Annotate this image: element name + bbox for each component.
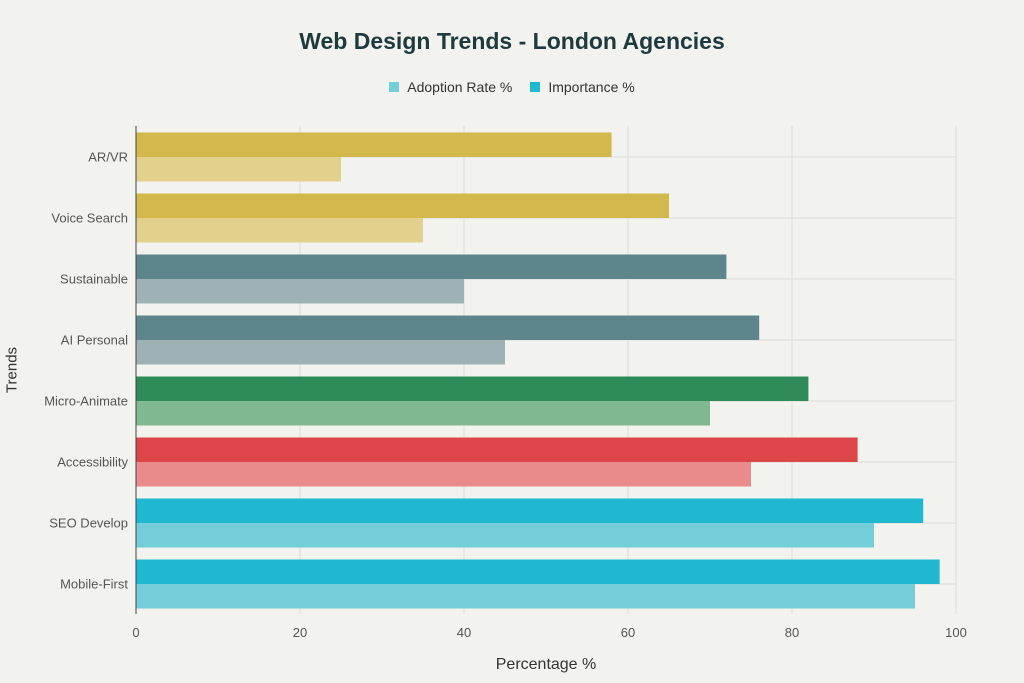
bar-adoption	[136, 462, 751, 487]
y-tick-label: SEO Develop	[49, 516, 128, 531]
x-axis-label: Percentage %	[495, 656, 597, 673]
y-tick-label: Accessibility	[57, 455, 128, 470]
legend: Adoption Rate % Importance %	[0, 79, 1024, 95]
x-tick-label: 20	[293, 625, 307, 640]
bar-adoption	[136, 218, 423, 243]
bar-importance	[136, 193, 669, 218]
bar-importance	[136, 254, 727, 279]
legend-label-adoption: Adoption Rate %	[407, 79, 513, 95]
y-tick-label: Mobile-First	[60, 577, 128, 592]
bar-adoption	[136, 584, 915, 609]
y-axis-label: Trends	[3, 346, 21, 394]
x-tick-label: 100	[945, 625, 967, 640]
x-tick-label: 0	[132, 625, 139, 640]
y-tick-label: Micro-Animate	[44, 394, 128, 409]
y-tick-label: AR/VR	[88, 150, 128, 165]
bar-importance	[136, 559, 940, 584]
y-tick-label: Sustainable	[60, 272, 128, 287]
legend-swatch-importance	[530, 82, 541, 92]
legend-label-importance: Importance %	[548, 79, 635, 95]
x-tick-label: 60	[621, 625, 635, 640]
bar-adoption	[136, 523, 874, 548]
legend-item-adoption[interactable]: Adoption Rate %	[389, 79, 512, 95]
bar-adoption	[136, 401, 710, 426]
bar-adoption	[136, 157, 341, 182]
x-tick-label: 40	[457, 625, 471, 640]
bar-importance	[136, 437, 858, 462]
bar-importance	[136, 315, 760, 340]
legend-item-importance[interactable]: Importance %	[530, 79, 635, 95]
x-tick-label: 80	[785, 625, 799, 640]
y-tick-label: AI Personal	[61, 333, 128, 348]
y-tick-label: Voice Search	[51, 211, 128, 226]
chart-title: Web Design Trends - London Agencies	[299, 28, 725, 54]
bar-adoption	[136, 340, 505, 365]
bar-importance	[136, 498, 924, 523]
bar-importance	[136, 132, 612, 157]
bar-adoption	[136, 279, 464, 304]
bar-importance	[136, 376, 809, 401]
legend-swatch-adoption	[389, 82, 400, 92]
